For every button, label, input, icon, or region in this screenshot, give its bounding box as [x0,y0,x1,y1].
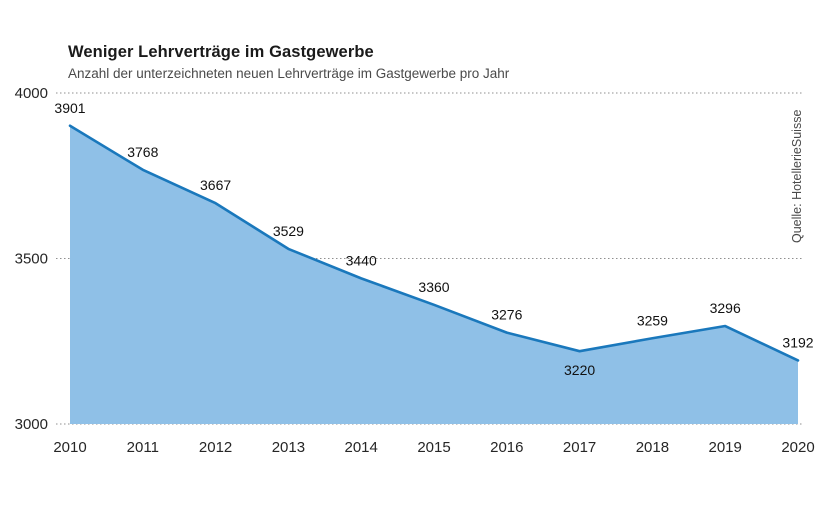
value-label-2014: 3440 [346,252,377,268]
value-label-2016: 3276 [491,307,522,323]
source-label: Quelle: HotellerieSuisse [790,110,804,243]
x-axis-tick-2020: 2020 [781,439,814,456]
value-label-2019: 3296 [710,300,741,316]
x-axis-tick-2012: 2012 [199,439,232,456]
y-axis-tick-3000: 3000 [15,416,48,433]
y-axis-tick-4000: 4000 [15,85,48,102]
value-label-2012: 3667 [200,177,231,193]
value-label-2011: 3768 [127,144,158,160]
value-label-2015: 3360 [418,279,449,295]
area-fill [70,125,798,425]
trend-line [68,124,800,362]
x-axis-tick-2013: 2013 [272,439,305,456]
x-axis-tick-2018: 2018 [636,439,669,456]
y-axis-tick-3500: 3500 [15,251,48,268]
x-axis-tick-2019: 2019 [709,439,742,456]
x-axis-tick-2017: 2017 [563,439,596,456]
x-axis-tick-2010: 2010 [53,439,86,456]
value-label-2018: 3259 [637,312,668,328]
x-axis-tick-2014: 2014 [345,439,378,456]
chart-title: Weniger Lehrverträge im Gastgewerbe [68,43,374,61]
x-axis-tick-2015: 2015 [417,439,450,456]
value-label-2010: 3901 [54,100,85,116]
value-label-2020: 3192 [782,334,813,350]
x-axis-tick-2016: 2016 [490,439,523,456]
value-label-2017: 3220 [564,362,595,378]
x-axis-tick-2011: 2011 [127,439,159,456]
value-label-2013: 3529 [273,223,304,239]
chart-subtitle: Anzahl der unterzeichneten neuen Lehrver… [68,66,510,81]
